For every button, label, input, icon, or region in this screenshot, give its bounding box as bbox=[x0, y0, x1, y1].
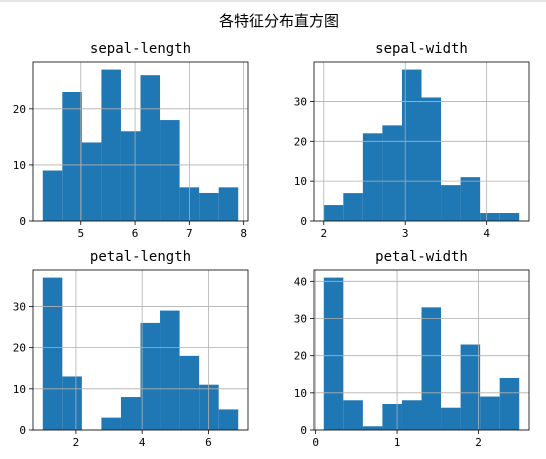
axes-frame bbox=[32, 269, 249, 431]
histogram-bar bbox=[160, 120, 180, 221]
histogram-bar bbox=[160, 310, 180, 430]
y-tick-label: 0 bbox=[19, 424, 26, 437]
histogram-bar bbox=[441, 185, 461, 221]
x-tick-label: 6 bbox=[205, 436, 212, 449]
histogram-bar bbox=[362, 133, 383, 221]
x-tick-label: 1 bbox=[394, 436, 401, 449]
y-tick-label: 30 bbox=[294, 313, 307, 326]
x-tick-label: 2 bbox=[475, 436, 482, 449]
y-tick-label: 20 bbox=[294, 350, 307, 363]
histogram-bar bbox=[460, 344, 481, 430]
x-tick-label: 2 bbox=[73, 436, 80, 449]
x-tick-label: 2 bbox=[320, 227, 327, 240]
x-tick-label: 7 bbox=[186, 227, 193, 240]
histogram-bar bbox=[382, 403, 402, 430]
subplot-title: petal-length bbox=[90, 249, 191, 265]
histogram-bar bbox=[120, 131, 141, 221]
y-tick-label: 10 bbox=[13, 159, 26, 172]
histogram-bar bbox=[460, 177, 481, 221]
histogram-bar bbox=[140, 75, 161, 221]
histogram-bar bbox=[218, 187, 239, 221]
histogram-bar bbox=[140, 322, 161, 430]
figure-title: 各特征分布直方图 bbox=[219, 12, 339, 30]
histogram-bar bbox=[199, 192, 219, 221]
subplot-petal-length: petal-length 2 4 6 0 10 20 30 bbox=[13, 249, 249, 449]
histogram-bar bbox=[218, 409, 239, 430]
histogram-bar bbox=[382, 125, 402, 221]
y-tick-label: 0 bbox=[300, 424, 307, 437]
x-tick-label: 0 bbox=[312, 436, 319, 449]
histogram-bar bbox=[480, 213, 500, 221]
histogram-bar bbox=[441, 407, 461, 430]
histogram-bar bbox=[62, 92, 82, 221]
y-tick-label: 10 bbox=[294, 387, 307, 400]
subplot-title: sepal-width bbox=[375, 41, 468, 57]
histogram-bar bbox=[62, 376, 82, 430]
histogram-bar bbox=[81, 142, 102, 221]
axes-frame bbox=[32, 61, 249, 222]
y-tick-label: 10 bbox=[294, 175, 307, 188]
histogram-bar bbox=[101, 417, 121, 430]
histogram-bar bbox=[480, 396, 500, 430]
histogram-bar bbox=[323, 205, 344, 221]
histogram-bar bbox=[499, 377, 520, 430]
y-tick-label: 20 bbox=[294, 135, 307, 148]
histogram-bar bbox=[401, 400, 422, 430]
y-tick-label: 30 bbox=[13, 300, 26, 313]
histogram-bar bbox=[343, 193, 363, 221]
histogram-bar bbox=[199, 384, 219, 430]
histogram-bar bbox=[421, 307, 442, 430]
y-tick-label: 20 bbox=[13, 342, 26, 355]
subplot-title: sepal-length bbox=[90, 41, 191, 57]
histogram-bar bbox=[323, 277, 344, 430]
histogram-bar bbox=[362, 426, 383, 430]
histogram-bar bbox=[120, 397, 141, 430]
histogram-bar bbox=[101, 69, 121, 221]
histogram-bar bbox=[421, 97, 442, 221]
histogram-bar bbox=[401, 69, 422, 221]
subplot-sepal-width: sepal-width 2 3 4 0 10 20 30 bbox=[294, 41, 530, 240]
subplot-title: petal-width bbox=[375, 249, 468, 265]
histogram-bar bbox=[179, 355, 200, 430]
histogram-bar bbox=[343, 400, 363, 430]
x-tick-label: 6 bbox=[132, 227, 139, 240]
x-tick-label: 3 bbox=[402, 227, 409, 240]
axes-frame bbox=[313, 269, 530, 431]
x-tick-label: 4 bbox=[483, 227, 490, 240]
x-tick-label: 8 bbox=[240, 227, 247, 240]
histogram-bar bbox=[499, 213, 520, 221]
y-tick-label: 40 bbox=[294, 275, 307, 288]
y-tick-label: 10 bbox=[13, 383, 26, 396]
x-tick-label: 5 bbox=[77, 227, 84, 240]
x-tick-label: 4 bbox=[139, 436, 146, 449]
histogram-bar bbox=[42, 277, 63, 430]
y-tick-label: 20 bbox=[13, 103, 26, 116]
y-tick-label: 30 bbox=[294, 95, 307, 108]
histogram-bar bbox=[42, 170, 63, 221]
y-tick-label: 0 bbox=[19, 215, 26, 228]
y-tick-label: 0 bbox=[300, 215, 307, 228]
subplot-sepal-length: sepal-length 5 6 7 8 0 10 20 bbox=[13, 41, 249, 240]
